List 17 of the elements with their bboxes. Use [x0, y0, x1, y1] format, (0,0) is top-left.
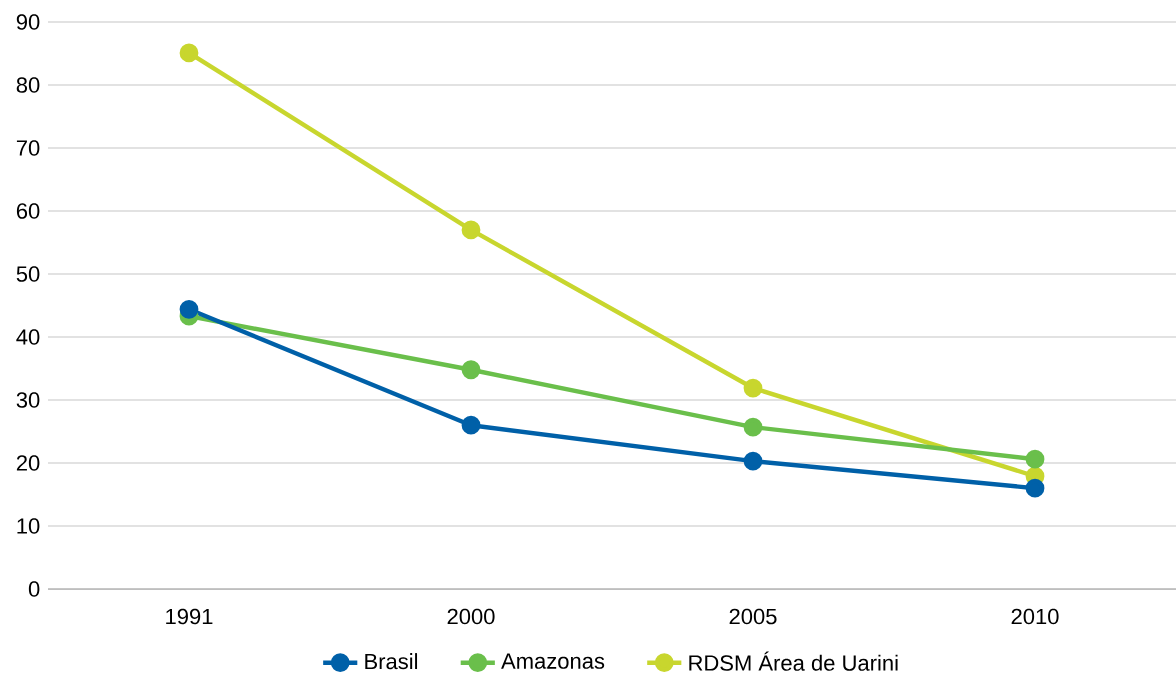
x-tick-label: 2005: [729, 608, 777, 625]
y-tick-label: 70: [16, 140, 40, 156]
y-tick-label: 50: [16, 266, 40, 282]
legend-label: Amazonas: [501, 653, 605, 669]
y-tick-label: 0: [28, 581, 40, 597]
y-tick-label: 90: [16, 14, 40, 30]
legend-label: RDSM Área de Uarini: [689, 651, 898, 671]
legend-label: Brasil: [365, 653, 418, 670]
y-tick-label: 30: [16, 392, 40, 408]
y-tick-label: 20: [16, 455, 40, 471]
y-tick-label: 80: [16, 77, 40, 93]
x-tick-label: 2010: [1011, 608, 1059, 625]
x-tick-label: 1991: [166, 608, 213, 625]
x-tick-label: 2000: [447, 608, 495, 625]
y-tick-label: 40: [16, 329, 40, 345]
y-tick-label: 10: [17, 518, 40, 534]
y-tick-label: 60: [16, 203, 40, 219]
